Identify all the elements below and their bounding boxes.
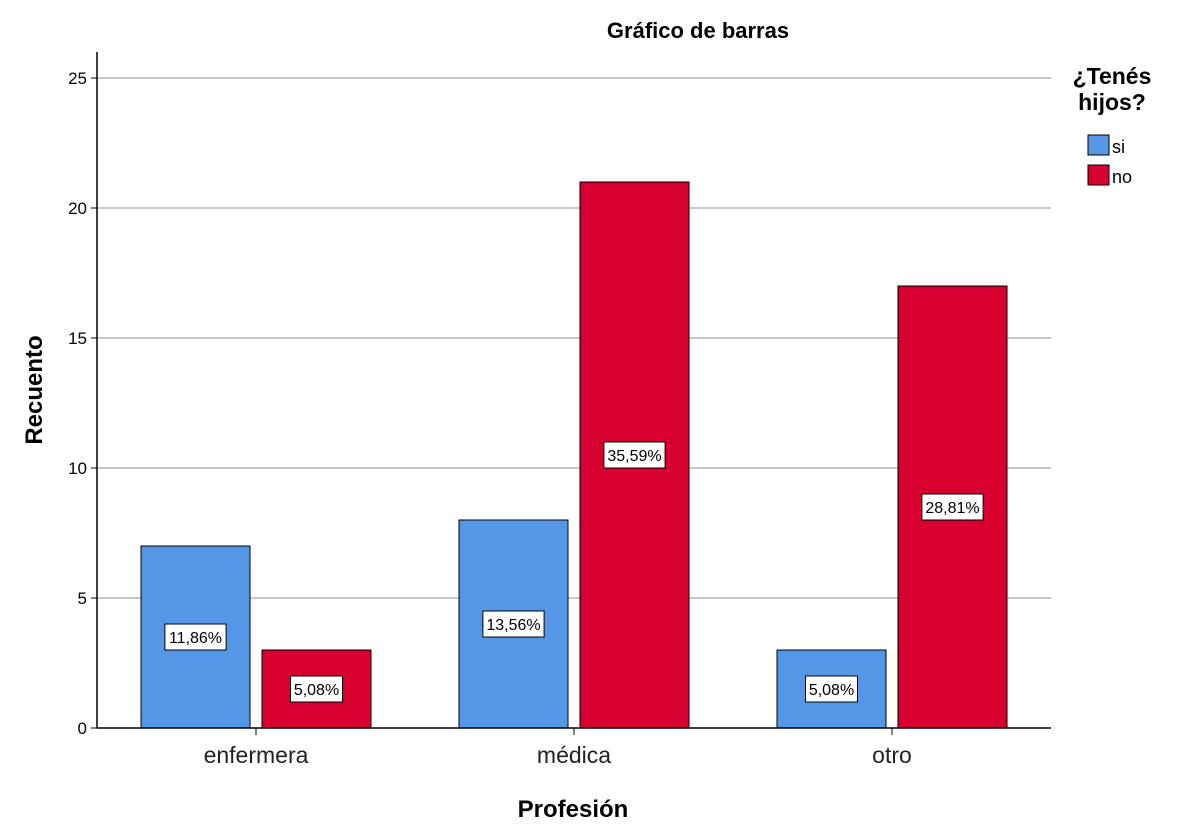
chart-title: Gráfico de barras [607, 18, 789, 43]
data-label-box [921, 493, 984, 521]
legend-swatch-si [1087, 134, 1110, 156]
data-label-no-médica: 35,59% [607, 448, 661, 465]
x-tick-label-médica: médica [537, 742, 611, 768]
gridlines [97, 77, 1051, 599]
legend-label-si: si [1112, 137, 1125, 157]
y-tick-label: 0 [78, 719, 87, 738]
legend: ¿Tenés hijos? si no [1073, 63, 1152, 187]
data-label-si-otro: 5,08% [809, 682, 854, 699]
data-label-si-médica: 13,56% [486, 617, 540, 634]
data-label-box [164, 623, 227, 651]
x-tick-label-otro: otro [872, 742, 912, 768]
legend-label-no: no [1112, 167, 1132, 187]
x-tick-label-enfermera: enfermera [204, 742, 309, 768]
data-label-no-otro: 28,81% [925, 500, 979, 517]
y-tick-label: 25 [68, 69, 87, 88]
legend-swatch-no [1087, 164, 1110, 186]
data-label-box [290, 675, 343, 703]
y-axis-title: Recuento [21, 335, 48, 444]
axes: 0 5 10 15 20 25 enfermera médica otro [68, 52, 1051, 768]
data-label-box [805, 675, 858, 703]
legend-title-line-2: hijos? [1078, 89, 1146, 115]
bars [140, 181, 1008, 729]
y-tick-label: 10 [68, 459, 87, 478]
data-labels: 11,86% 5,08% 13,56% 35,59% 5,08% 28,81% [164, 441, 984, 703]
legend-title-line-1: ¿Tenés [1073, 63, 1152, 89]
x-axis-title: Profesión [518, 796, 629, 823]
y-tick-label: 20 [68, 199, 87, 218]
data-label-box [603, 441, 666, 469]
data-label-no-enfermera: 5,08% [294, 682, 339, 699]
y-tick-label: 5 [78, 589, 87, 608]
y-tick-label: 15 [68, 329, 87, 348]
data-label-box [482, 610, 545, 638]
data-label-si-enfermera: 11,86% [169, 630, 222, 647]
